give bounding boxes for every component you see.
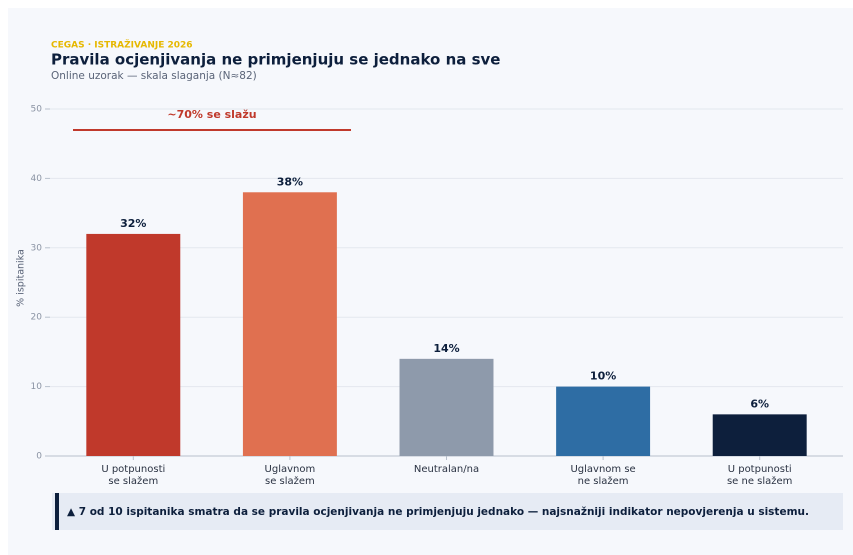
x-tick-label: Neutralan/na	[414, 464, 479, 475]
note-accent	[55, 493, 59, 530]
x-tick-label: Uglavnom se	[570, 464, 635, 475]
x-tick-label: se slažem	[265, 475, 315, 487]
kicker: CEGAS · ISTRAŽIVANJE 2026	[51, 39, 193, 51]
y-tick-label: 40	[31, 174, 43, 184]
x-tick-label: ne slažem	[578, 475, 629, 487]
x-tick-label: se ne slažem	[727, 475, 792, 487]
value-label: 10%	[590, 370, 616, 383]
x-tick-label: se slažem	[108, 475, 158, 487]
chart-title: Pravila ocjenjivanja ne primjenjuju se j…	[51, 51, 500, 69]
bar	[556, 386, 651, 456]
bar	[86, 233, 181, 456]
note-box	[52, 493, 843, 530]
value-label: 38%	[277, 175, 303, 188]
bar	[712, 414, 807, 456]
note: ▲ 7 od 10 ispitanika smatra da se pravil…	[67, 506, 809, 518]
bar	[399, 358, 494, 456]
value-label: 6%	[750, 397, 769, 410]
value-label: 32%	[120, 217, 146, 230]
y-tick-label: 0	[36, 452, 42, 462]
chart-subtitle: Online uzorak — skala slaganja (N≈82)	[51, 70, 257, 82]
x-tick-label: Uglavnom	[265, 464, 316, 475]
y-tick-label: 20	[31, 313, 43, 323]
y-axis-label: % ispitanika	[16, 249, 27, 307]
y-tick-label: 30	[31, 243, 43, 253]
y-tick-label: 50	[31, 105, 43, 115]
bar	[242, 192, 337, 456]
x-tick-label: U potpunosti	[101, 464, 165, 475]
value-label: 14%	[433, 342, 459, 355]
annotation: ~70% se slažu	[167, 108, 256, 121]
y-tick-label: 10	[31, 382, 43, 392]
x-tick-label: U potpunosti	[728, 464, 792, 475]
